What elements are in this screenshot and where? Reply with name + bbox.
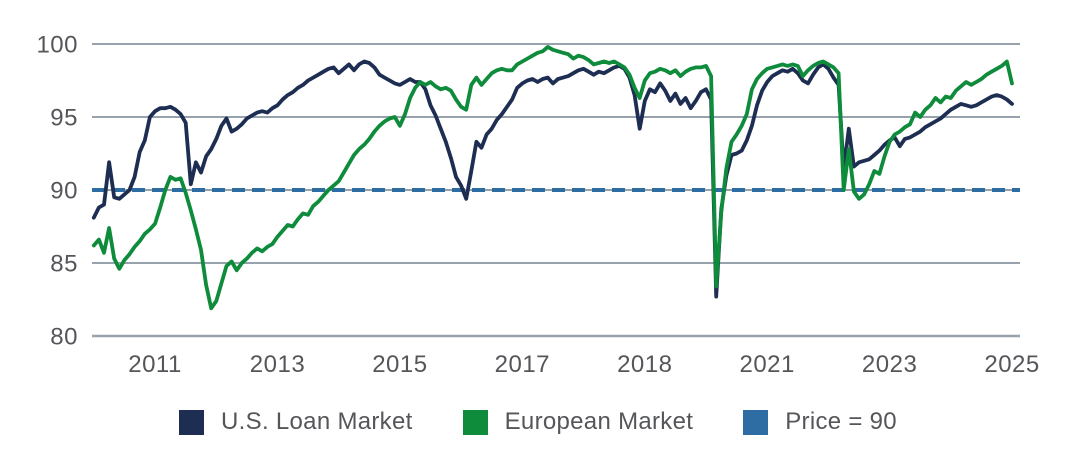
- x-tick-label-2025: 2025: [984, 351, 1039, 378]
- legend-swatch-european-market: [462, 409, 488, 435]
- legend-swatch-price-90: [743, 409, 769, 435]
- legend-swatch-us-loan-market: [179, 409, 205, 435]
- x-tick-label-2023: 2023: [862, 351, 917, 378]
- legend-label-price-90: Price = 90: [785, 408, 897, 435]
- x-tick-label-2017: 2017: [495, 351, 550, 378]
- legend-item-price-90: Price = 90: [743, 408, 897, 436]
- y-tick-label-95: 95: [50, 105, 78, 132]
- y-tick-label-80: 80: [50, 324, 78, 351]
- x-tick-label-2013: 2013: [250, 351, 305, 378]
- legend: U.S. Loan Market European Market Price =…: [0, 408, 1076, 436]
- x-tick-label-2015: 2015: [372, 351, 427, 378]
- y-tick-label-90: 90: [50, 178, 78, 205]
- y-tick-label-85: 85: [50, 251, 78, 278]
- legend-label-us-loan-market: U.S. Loan Market: [221, 408, 413, 435]
- legend-label-european-market: European Market: [504, 408, 694, 435]
- legend-item-us-loan-market: U.S. Loan Market: [179, 408, 413, 436]
- series-line-european-market: [91, 45, 1014, 311]
- x-tick-label-2018: 2018: [617, 351, 672, 378]
- x-tick-label-2021: 2021: [739, 351, 794, 378]
- legend-item-european-market: European Market: [462, 408, 694, 436]
- y-tick-label-100: 100: [36, 32, 78, 59]
- x-tick-label-2011: 2011: [128, 351, 182, 378]
- series-line-us-loan-market: [91, 59, 1014, 299]
